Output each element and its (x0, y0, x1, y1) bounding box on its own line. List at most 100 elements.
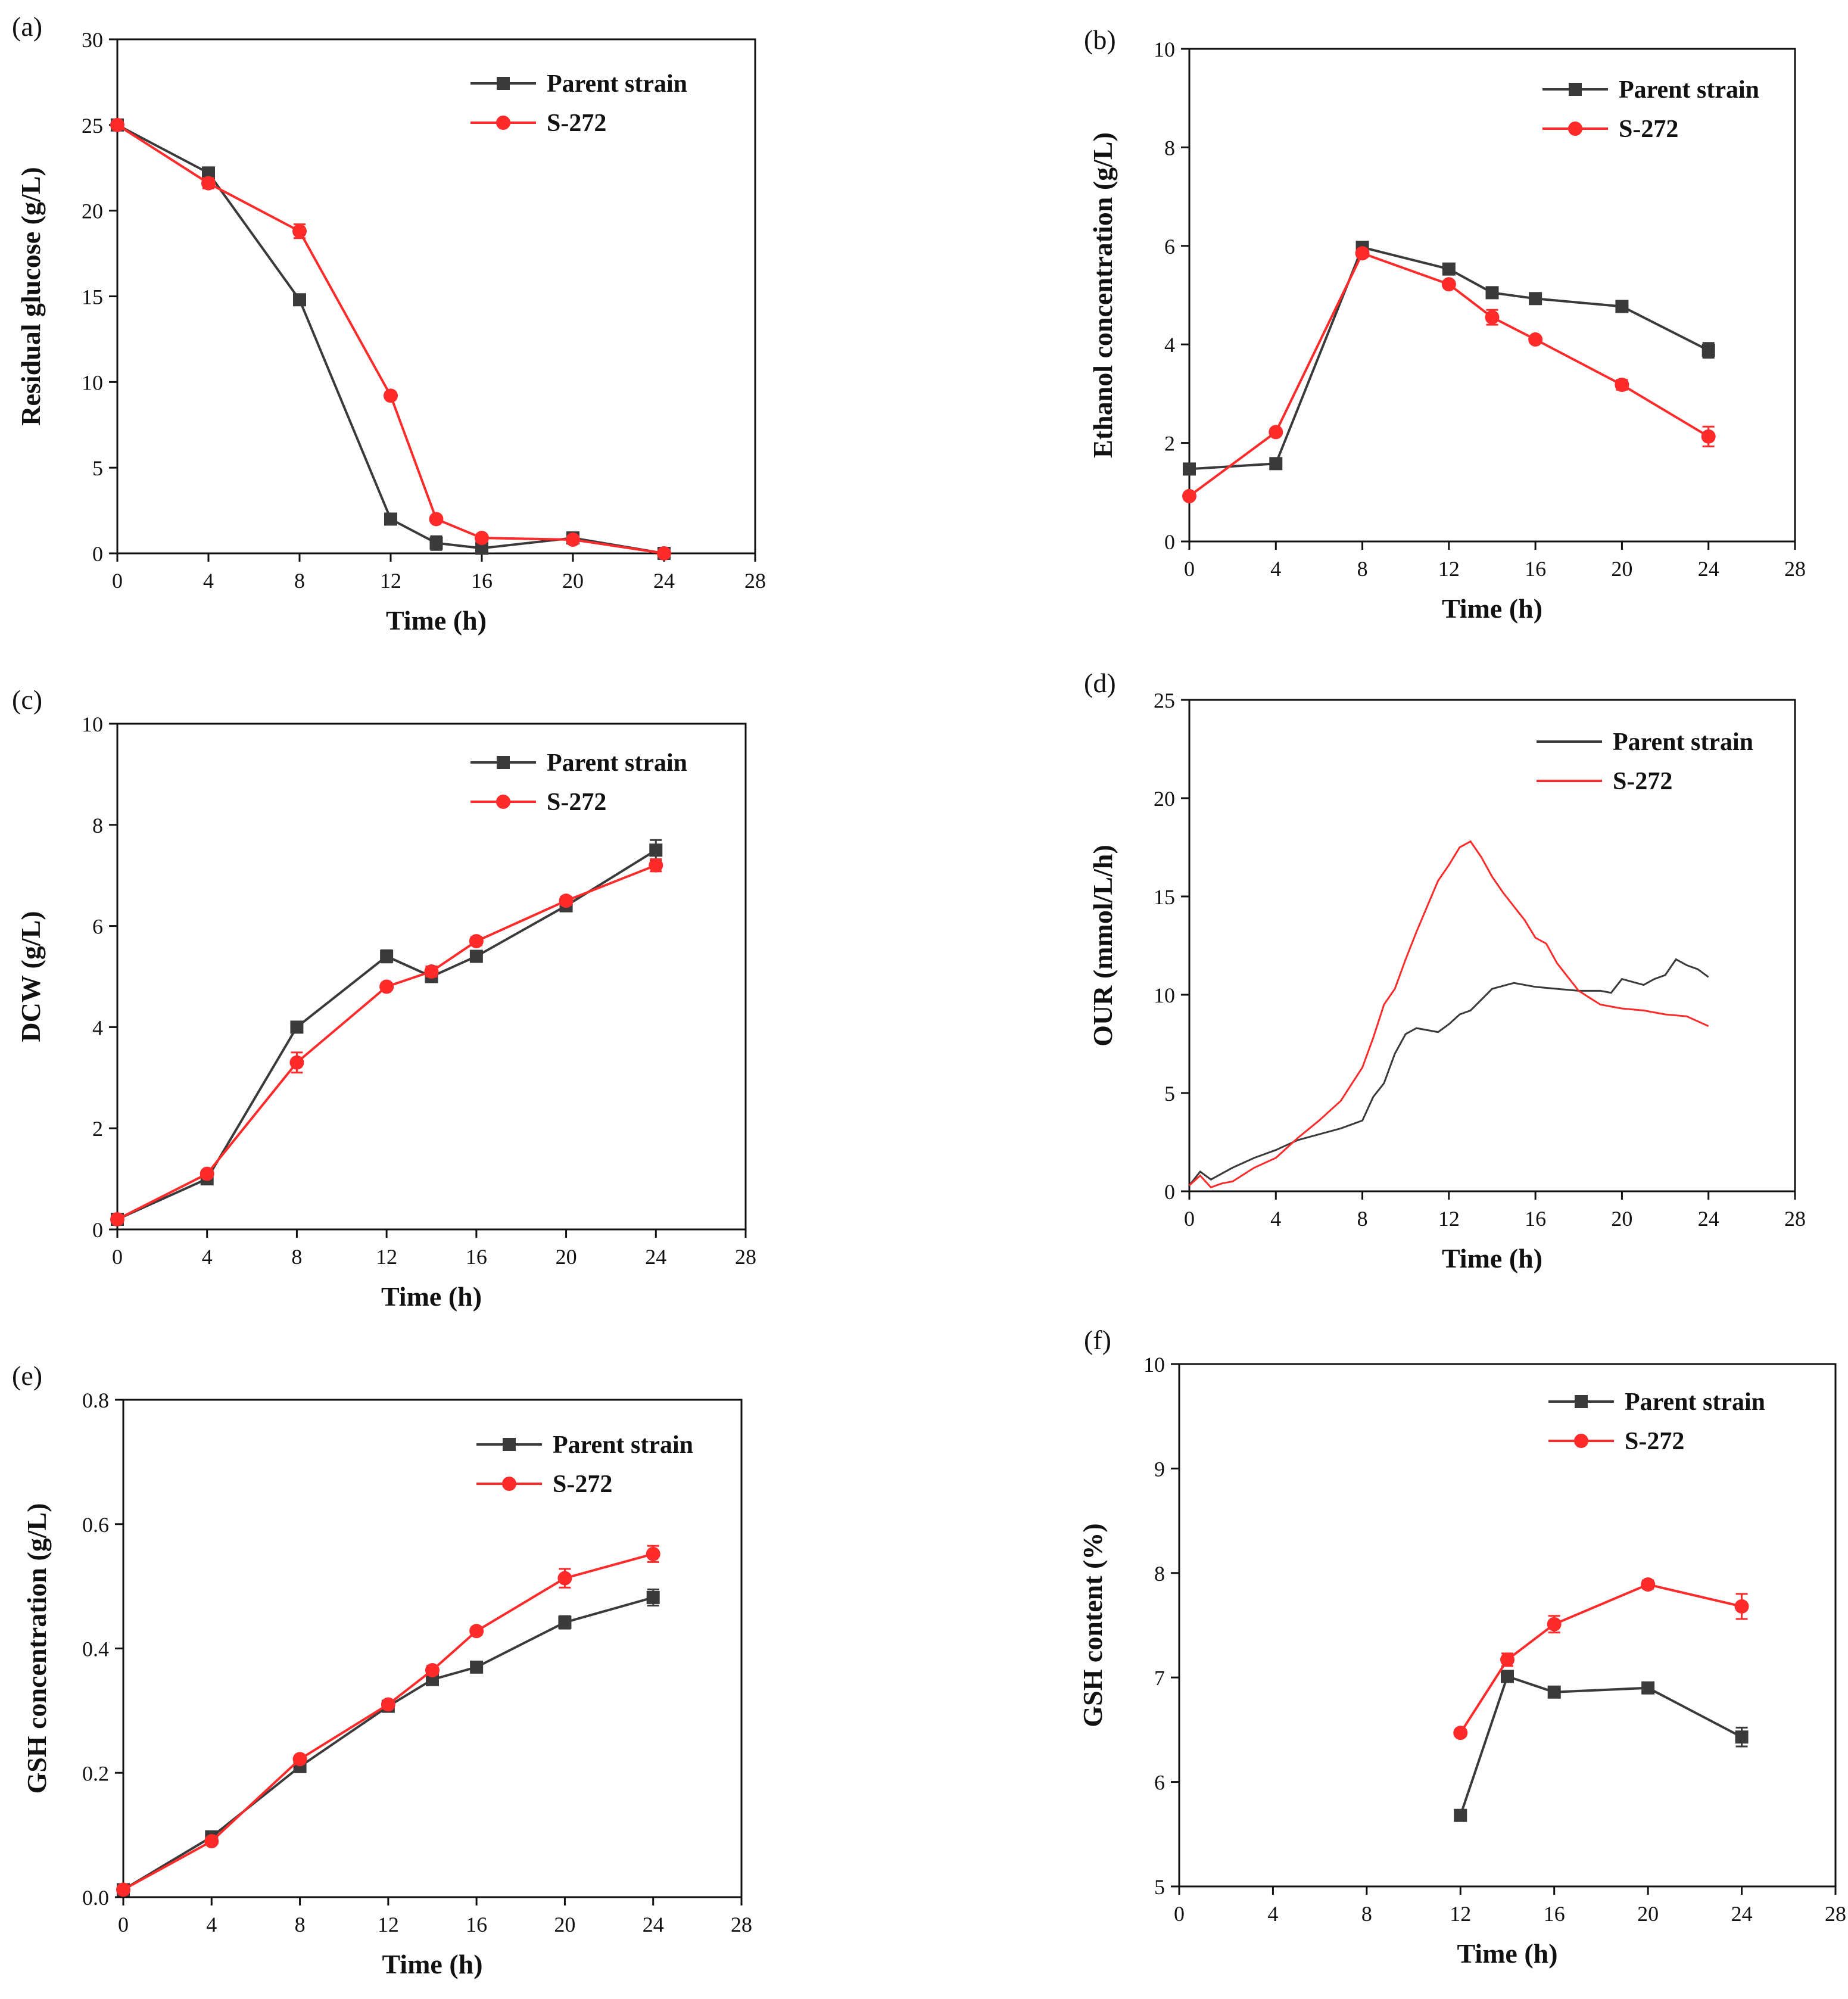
data-point-parent-strain (1183, 462, 1196, 476)
legend-marker-parent-strain (1575, 1395, 1588, 1408)
legend-marker-parent-strain (497, 756, 510, 769)
data-point-s-272 (1182, 488, 1196, 503)
y-tick-label: 0.4 (82, 1637, 109, 1661)
data-point-parent-strain (649, 843, 663, 857)
y-axis-title: DCW (g/L) (15, 911, 46, 1042)
x-tick-label: 16 (466, 1245, 487, 1269)
x-tick-label: 12 (378, 1913, 399, 1936)
data-point-s-272 (110, 1212, 124, 1227)
x-tick-label: 20 (562, 569, 584, 593)
legend-marker-s-272 (496, 116, 510, 130)
legend-marker-parent-strain (1569, 83, 1582, 96)
legend-label-parent-strain: Parent strain (547, 749, 687, 777)
legend-marker-s-272 (1574, 1434, 1588, 1448)
data-point-parent-strain (1269, 457, 1283, 471)
legend-marker-s-272 (496, 795, 510, 809)
y-tick-label: 20 (1154, 787, 1175, 811)
legend-label-parent-strain: Parent strain (1613, 728, 1753, 756)
data-point-s-272 (646, 1546, 660, 1561)
x-tick-label: 4 (203, 569, 214, 593)
data-point-parent-strain (1529, 292, 1542, 306)
data-point-s-272 (1441, 277, 1456, 292)
data-point-s-272 (289, 1055, 304, 1070)
plot-frame (1188, 699, 1796, 1192)
data-point-s-272 (292, 1752, 307, 1767)
y-axis-title: Residual glucose (g/L) (15, 167, 46, 425)
x-tick-label: 16 (466, 1913, 487, 1936)
data-point-s-272 (469, 1624, 484, 1639)
chart-panel-f: (f) 0 4 8 12 16 20 24 28 5 6 7 8 9 10 Time (h) GSH conte… (1077, 1325, 1846, 1969)
data-point-s-272 (1734, 1599, 1749, 1614)
data-point-parent-strain (1547, 1685, 1561, 1699)
y-tick-label: 5 (1154, 1875, 1165, 1899)
y-tick-label: 10 (82, 370, 103, 394)
data-point-s-272 (425, 1663, 440, 1678)
series-line-parent-strain (1189, 245, 1709, 471)
plot-frame (1178, 1363, 1837, 1888)
y-tick-label: 0.8 (82, 1388, 109, 1412)
x-tick-label: 8 (291, 1245, 302, 1269)
data-point-s-272 (1355, 246, 1370, 261)
data-point-s-272 (200, 1166, 214, 1181)
x-tick-label: 28 (731, 1913, 752, 1936)
y-tick-label: 0.2 (82, 1761, 109, 1785)
data-point-s-272 (384, 388, 398, 403)
y-tick-label: 4 (92, 1016, 103, 1039)
data-point-s-272 (1500, 1652, 1514, 1667)
data-point-parent-strain (646, 1590, 660, 1604)
series-line-parent-strain (1459, 1674, 1743, 1816)
data-point-parent-strain (1442, 262, 1456, 276)
data-point-parent-strain (384, 512, 397, 526)
series-line-parent-strain (122, 1596, 654, 1891)
x-tick-label: 0 (112, 569, 123, 593)
series-line-parent-strain (117, 124, 665, 555)
y-tick-label: 10 (1154, 983, 1175, 1007)
x-tick-label: 8 (1357, 557, 1368, 581)
x-tick-label: 24 (643, 1913, 664, 1936)
x-tick-label: 24 (1731, 1902, 1753, 1926)
y-tick-label: 15 (1154, 885, 1175, 909)
x-axis-title: Time (h) (386, 605, 487, 636)
x-axis-title: Time (h) (381, 1281, 482, 1312)
panel-label-b: (b) (1084, 24, 1116, 55)
data-point-s-272 (1701, 429, 1716, 444)
data-point-s-272 (1485, 310, 1500, 325)
data-point-s-272 (1528, 332, 1543, 347)
legend-label-parent-strain: Parent strain (1619, 76, 1759, 104)
legend-marker-parent-strain (497, 77, 510, 90)
data-point-parent-strain (380, 949, 394, 963)
legend-label-s-272: S-272 (547, 110, 606, 137)
x-tick-label: 4 (1270, 1207, 1281, 1231)
data-point-s-272 (1615, 378, 1629, 393)
x-tick-label: 16 (471, 569, 493, 593)
y-tick-label: 6 (1164, 235, 1175, 259)
y-tick-label: 25 (82, 114, 103, 138)
x-axis-title: Time (h) (382, 1949, 482, 1979)
y-tick-label: 5 (1164, 1082, 1175, 1106)
series-line-parent-strain (1188, 958, 1709, 1187)
x-tick-label: 12 (1438, 557, 1460, 581)
x-tick-label: 24 (645, 1245, 666, 1269)
x-tick-label: 0 (118, 1913, 129, 1936)
y-tick-label: 0 (1164, 530, 1175, 554)
panel-label-d: (d) (1084, 668, 1116, 698)
data-point-parent-strain (1501, 1670, 1514, 1683)
legend-label-s-272: S-272 (553, 1471, 612, 1498)
series-line-s-272 (123, 1552, 654, 1891)
x-tick-label: 20 (554, 1913, 575, 1936)
x-tick-label: 28 (1784, 557, 1806, 581)
y-tick-label: 8 (1164, 136, 1175, 160)
data-point-s-272 (469, 934, 484, 949)
x-tick-label: 20 (1611, 557, 1632, 581)
y-tick-label: 10 (1154, 38, 1175, 61)
y-tick-label: 7 (1154, 1666, 1165, 1690)
panel-label-f: (f) (1084, 1325, 1111, 1355)
y-tick-label: 2 (1164, 432, 1175, 456)
data-point-s-272 (429, 512, 444, 527)
plot-frame (1188, 48, 1796, 543)
series-line-s-272 (1188, 251, 1709, 497)
y-tick-label: 8 (1154, 1562, 1165, 1586)
legend-marker-parent-strain (503, 1438, 516, 1451)
